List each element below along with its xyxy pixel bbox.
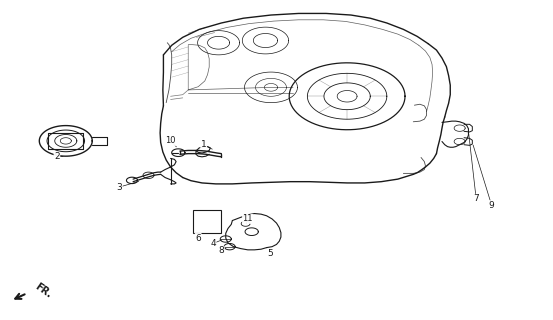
- Text: FR.: FR.: [33, 281, 53, 300]
- Text: 7: 7: [473, 194, 479, 204]
- Text: 3: 3: [117, 183, 122, 192]
- Bar: [192, 210, 221, 233]
- Text: 2: 2: [54, 152, 60, 161]
- Text: 4: 4: [210, 239, 216, 248]
- Text: 8: 8: [218, 246, 224, 255]
- Text: 9: 9: [489, 201, 494, 210]
- Text: 10: 10: [165, 136, 176, 145]
- Text: 6: 6: [195, 234, 201, 243]
- Text: 5: 5: [267, 250, 273, 259]
- Text: 1: 1: [201, 140, 207, 149]
- Text: 11: 11: [243, 214, 253, 223]
